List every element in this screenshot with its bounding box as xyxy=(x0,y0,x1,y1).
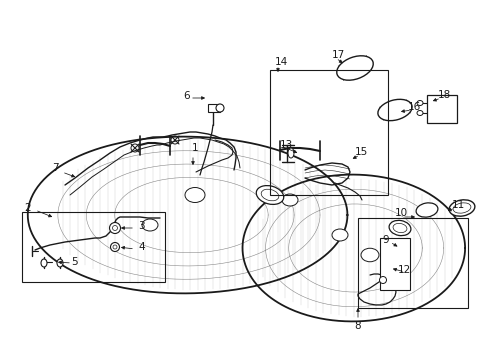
Ellipse shape xyxy=(142,219,158,231)
Text: 8: 8 xyxy=(354,321,361,331)
Text: 4: 4 xyxy=(138,242,144,252)
Ellipse shape xyxy=(415,203,437,217)
Ellipse shape xyxy=(256,186,283,204)
Text: 1: 1 xyxy=(191,143,198,153)
Ellipse shape xyxy=(379,276,386,284)
Text: 12: 12 xyxy=(397,265,410,275)
Ellipse shape xyxy=(287,148,293,158)
Ellipse shape xyxy=(377,99,411,121)
Ellipse shape xyxy=(336,56,372,80)
Ellipse shape xyxy=(416,111,422,116)
Text: 9: 9 xyxy=(381,235,388,245)
Ellipse shape xyxy=(360,248,378,262)
Text: 10: 10 xyxy=(394,208,407,218)
Ellipse shape xyxy=(282,194,297,206)
Text: 13: 13 xyxy=(280,140,293,150)
Bar xyxy=(269,70,387,195)
Text: 15: 15 xyxy=(354,147,367,157)
Ellipse shape xyxy=(109,222,120,234)
Ellipse shape xyxy=(388,220,410,236)
Text: 17: 17 xyxy=(331,50,345,60)
Bar xyxy=(357,218,467,308)
Bar xyxy=(379,238,409,290)
Ellipse shape xyxy=(184,188,204,202)
Bar xyxy=(207,104,220,112)
Ellipse shape xyxy=(57,259,63,267)
Text: 2: 2 xyxy=(24,203,31,213)
Bar xyxy=(426,95,456,123)
Text: 14: 14 xyxy=(274,57,287,67)
Ellipse shape xyxy=(110,243,119,252)
Text: 7: 7 xyxy=(52,163,58,173)
Ellipse shape xyxy=(382,240,396,250)
Text: 18: 18 xyxy=(437,90,450,100)
Text: 16: 16 xyxy=(407,102,420,112)
Ellipse shape xyxy=(331,229,347,241)
Text: 6: 6 xyxy=(183,91,189,101)
Ellipse shape xyxy=(41,259,47,267)
Ellipse shape xyxy=(416,100,422,105)
Text: 3: 3 xyxy=(138,221,144,231)
Text: 5: 5 xyxy=(72,257,78,267)
Ellipse shape xyxy=(448,200,474,216)
Ellipse shape xyxy=(216,104,224,112)
Bar xyxy=(22,212,164,282)
Text: 11: 11 xyxy=(451,200,464,210)
